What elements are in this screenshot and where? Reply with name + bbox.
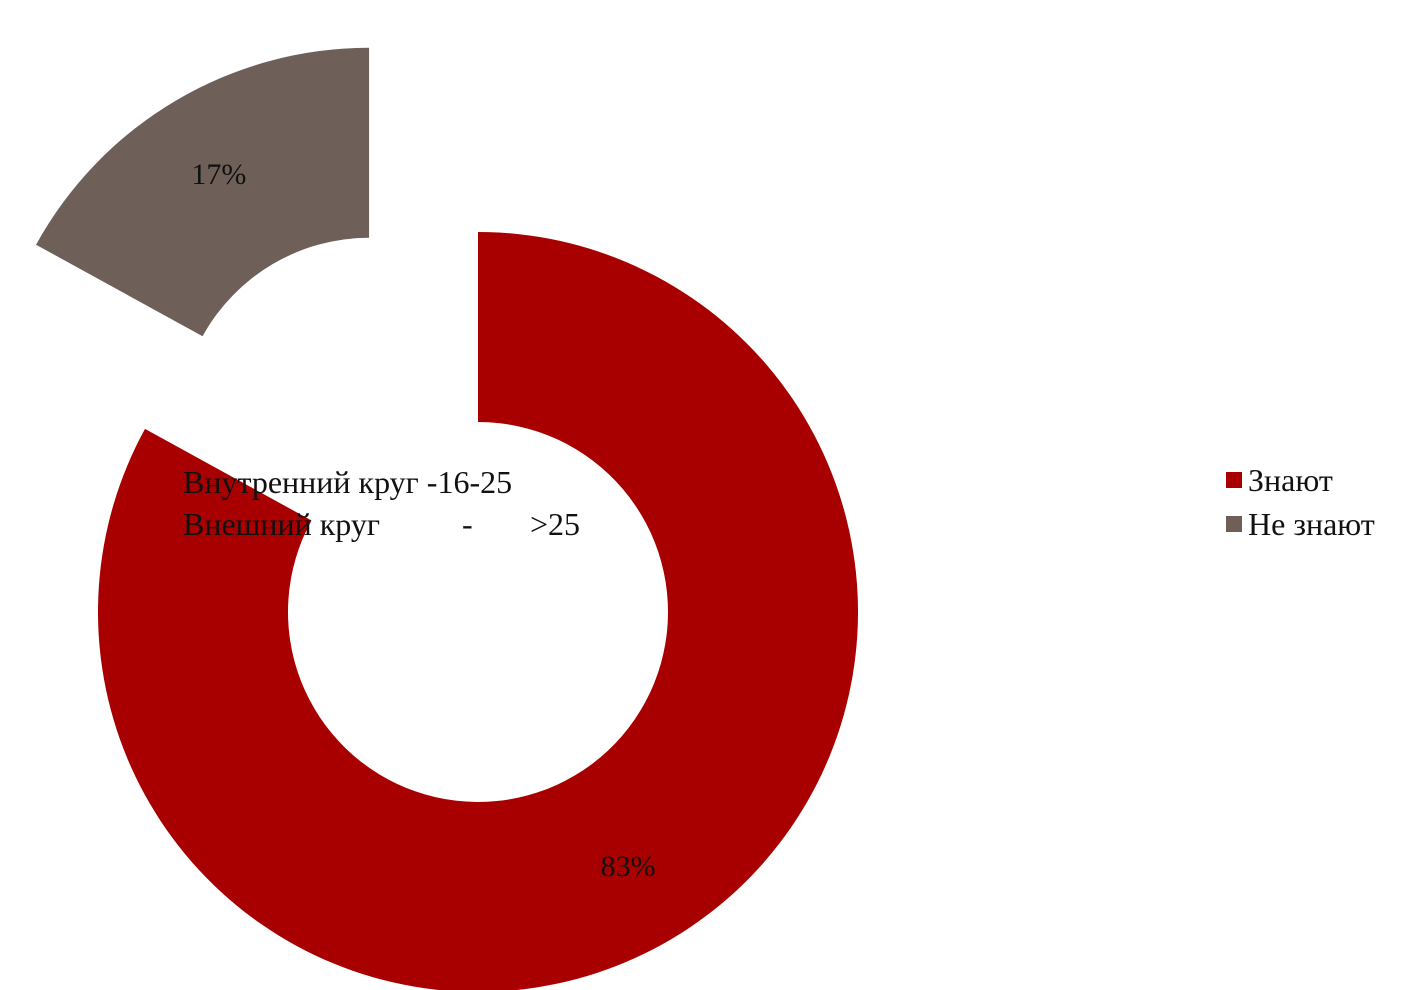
slice-ne-znayut bbox=[36, 47, 370, 337]
legend-label: Знают bbox=[1248, 462, 1333, 498]
data-label-znayut: 83% bbox=[601, 850, 656, 883]
legend-item-znayut: Знают bbox=[1226, 462, 1333, 498]
legend-label: Не знают bbox=[1248, 506, 1375, 542]
annotation-outer-value: >25 bbox=[530, 506, 580, 542]
data-labels: 83% 17% bbox=[191, 158, 655, 883]
slice-znayut bbox=[98, 232, 858, 990]
annotation-outer-circle: Внешний круг - >25 bbox=[183, 506, 580, 542]
annotation-outer-dash: - bbox=[462, 506, 473, 542]
legend-item-ne-znayut: Не знают bbox=[1226, 506, 1375, 542]
legend-swatch bbox=[1226, 516, 1242, 532]
annotation-inner-circle: Внутренний круг -16-25 bbox=[183, 464, 512, 500]
legend: Знают Не знают bbox=[1226, 462, 1375, 542]
annotation-outer-label: Внешний круг bbox=[183, 506, 380, 542]
data-label-ne-znayut: 17% bbox=[191, 158, 246, 191]
donut-slices bbox=[36, 47, 858, 990]
legend-swatch bbox=[1226, 472, 1242, 488]
